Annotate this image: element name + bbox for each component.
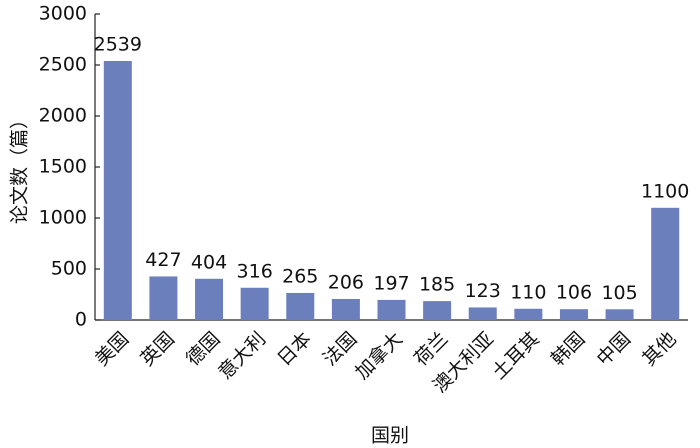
y-tick-label: 1500	[39, 156, 87, 178]
y-tick-label: 1000	[39, 207, 87, 229]
data-label: 106	[556, 282, 592, 304]
bar	[103, 61, 132, 320]
bar	[651, 207, 680, 320]
data-label: 404	[191, 251, 227, 273]
x-tick-label: 美国	[91, 328, 133, 370]
data-label: 197	[373, 272, 409, 294]
data-label: 206	[328, 271, 364, 293]
x-tick-label: 意大利	[214, 328, 270, 384]
x-axis-label: 国别	[371, 425, 409, 447]
bar	[149, 276, 178, 320]
y-tick-label: 500	[51, 258, 87, 280]
x-tick-label: 韩国	[547, 328, 589, 370]
y-tick-label: 3000	[39, 3, 87, 25]
data-label: 427	[145, 249, 181, 271]
x-tick-label: 英国	[136, 328, 178, 370]
data-label: 2539	[94, 34, 142, 56]
bar	[240, 287, 269, 320]
data-label: 1100	[641, 180, 689, 202]
bar	[331, 298, 360, 320]
data-label: 185	[419, 274, 455, 296]
data-label: 123	[465, 280, 501, 302]
y-tick-label: 2000	[39, 105, 87, 127]
x-tick-label: 土耳其	[488, 328, 544, 384]
data-label: 316	[237, 260, 273, 282]
y-axis-label: 论文数（篇）	[9, 110, 31, 224]
data-label: 105	[601, 282, 637, 304]
bar	[514, 308, 543, 320]
data-label: 265	[282, 265, 318, 287]
y-tick-label: 0	[75, 309, 87, 331]
bar	[195, 278, 224, 320]
x-tick-label: 中国	[593, 328, 635, 370]
x-tick-label: 加拿大	[350, 327, 407, 384]
bar	[377, 299, 406, 320]
bar	[605, 309, 634, 320]
bar	[468, 307, 497, 320]
y-tick-label: 2500	[39, 54, 87, 76]
bar	[423, 301, 452, 320]
data-label: 110	[510, 281, 546, 303]
x-tick-label: 其他	[638, 328, 680, 370]
bar	[559, 309, 588, 320]
x-tick-label: 日本	[273, 328, 315, 370]
bar	[286, 292, 315, 320]
